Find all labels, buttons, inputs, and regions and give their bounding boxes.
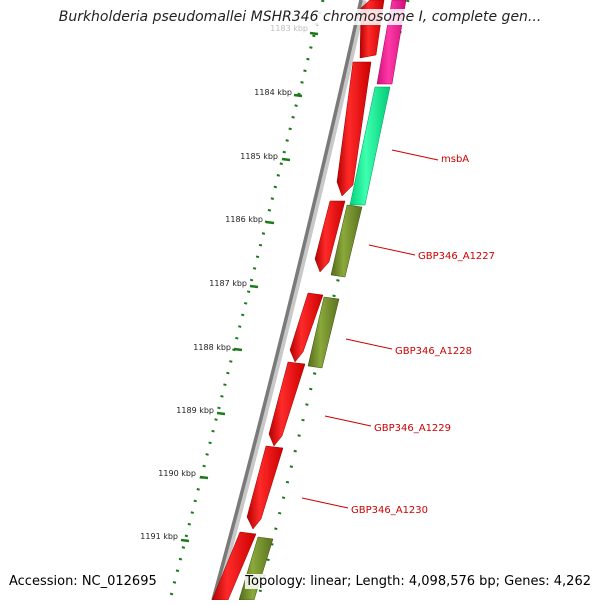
gene-label[interactable]: GBP346_A1230: [351, 505, 428, 516]
label-leader: [301, 497, 349, 509]
ruler-label: 1187 kbp: [209, 279, 247, 288]
gene-label[interactable]: msbA: [441, 154, 469, 165]
forward-strand-track: [211, 0, 385, 601]
ruler-label: 1188 kbp: [193, 343, 231, 352]
label-leader: [345, 338, 393, 350]
cds-arrow[interactable]: [246, 445, 284, 530]
ruler-track: [168, 0, 325, 601]
label-leader: [324, 415, 372, 427]
ruler-label: 1183 kbp: [270, 24, 308, 33]
gene-label[interactable]: GBP346_A1227: [418, 251, 495, 262]
gene-label[interactable]: GBP346_A1229: [374, 423, 451, 434]
cds-arrow[interactable]: [268, 361, 306, 447]
label-leader: [391, 149, 439, 161]
ruler-tick: [216, 411, 226, 416]
ruler-label: 1184 kbp: [254, 88, 292, 97]
ruler-tick: [281, 157, 291, 162]
gene-label[interactable]: GBP346_A1228: [395, 346, 472, 357]
topology-text: Topology: linear; Length: 4,098,576 bp; …: [245, 574, 591, 589]
sequence-backbone: [211, 0, 367, 601]
ruler-tick: [265, 220, 275, 225]
ruler-tick: [249, 284, 259, 289]
sequence-backbone-line: [211, 0, 363, 601]
cds-arrow[interactable]: [336, 61, 372, 197]
ruler: 1183 kbp 1184 kbp 1185 kbp 1186 kbp 1187…: [140, 24, 319, 543]
gene-feature-msbA[interactable]: [349, 86, 391, 206]
ruler-label: 1186 kbp: [225, 215, 263, 224]
ruler-tick: [199, 475, 209, 480]
ruler-label: 1191 kbp: [140, 532, 178, 541]
gene-feature-GBP346_A1227[interactable]: [330, 204, 363, 278]
ruler-tick: [180, 538, 190, 543]
ruler-tick: [293, 93, 303, 98]
cds-arrow[interactable]: [314, 200, 346, 273]
ruler-tick: [309, 31, 319, 36]
gene-labels: msbA GBP346_A1227 GBP346_A1228 GBP346_A1…: [301, 149, 495, 516]
ruler-tick: [233, 347, 243, 352]
ruler-label: 1185 kbp: [240, 152, 278, 161]
label-leader: [368, 244, 416, 256]
ruler-label: 1189 kbp: [176, 406, 214, 415]
accession-text: Accession: NC_012695: [9, 574, 157, 589]
cds-arrow[interactable]: [289, 292, 324, 363]
map-title: Burkholderia pseudomallei MSHR346 chromo…: [0, 9, 600, 25]
gene-feature-GBP346_A1228[interactable]: [307, 296, 340, 369]
ruler-label: 1190 kbp: [158, 469, 196, 478]
